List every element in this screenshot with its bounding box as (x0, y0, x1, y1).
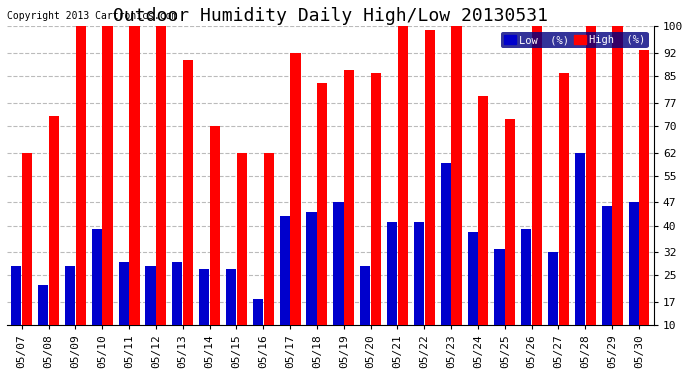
Bar (424, 30, 435, 358)
Bar (306, 212, 317, 358)
Bar (92, 229, 102, 358)
Bar (451, 27, 462, 358)
Bar (602, 206, 612, 358)
Bar (38, 285, 48, 358)
Bar (505, 120, 515, 358)
Bar (521, 229, 531, 358)
Bar (183, 60, 193, 358)
Bar (129, 27, 139, 358)
Bar (629, 202, 639, 358)
Bar (559, 73, 569, 358)
Bar (548, 252, 558, 358)
Bar (22, 153, 32, 358)
Text: Copyright 2013 Cartronics.com: Copyright 2013 Cartronics.com (7, 10, 177, 21)
Bar (532, 27, 542, 358)
Bar (478, 96, 489, 358)
Legend: Low  (%), High  (%): Low (%), High (%) (501, 32, 649, 48)
Bar (441, 163, 451, 358)
Bar (226, 269, 236, 358)
Bar (387, 222, 397, 358)
Bar (371, 73, 381, 358)
Bar (156, 27, 166, 358)
Bar (360, 266, 371, 358)
Bar (76, 27, 86, 358)
Title: Outdoor Humidity Daily High/Low 20130531: Outdoor Humidity Daily High/Low 20130531 (113, 7, 548, 25)
Bar (49, 116, 59, 358)
Bar (397, 27, 408, 358)
Bar (11, 266, 21, 358)
Bar (290, 53, 301, 358)
Bar (494, 249, 504, 358)
Bar (103, 27, 112, 358)
Bar (333, 202, 344, 358)
Bar (210, 126, 220, 358)
Bar (199, 269, 209, 358)
Bar (65, 266, 75, 358)
Bar (586, 27, 595, 358)
Bar (613, 27, 622, 358)
Bar (264, 153, 274, 358)
Bar (279, 216, 290, 358)
Bar (172, 262, 182, 358)
Bar (253, 299, 263, 358)
Bar (414, 222, 424, 358)
Bar (317, 83, 328, 358)
Bar (344, 70, 354, 358)
Bar (639, 50, 649, 358)
Bar (575, 153, 585, 358)
Bar (237, 153, 247, 358)
Bar (146, 266, 156, 358)
Bar (119, 262, 129, 358)
Bar (468, 232, 477, 358)
